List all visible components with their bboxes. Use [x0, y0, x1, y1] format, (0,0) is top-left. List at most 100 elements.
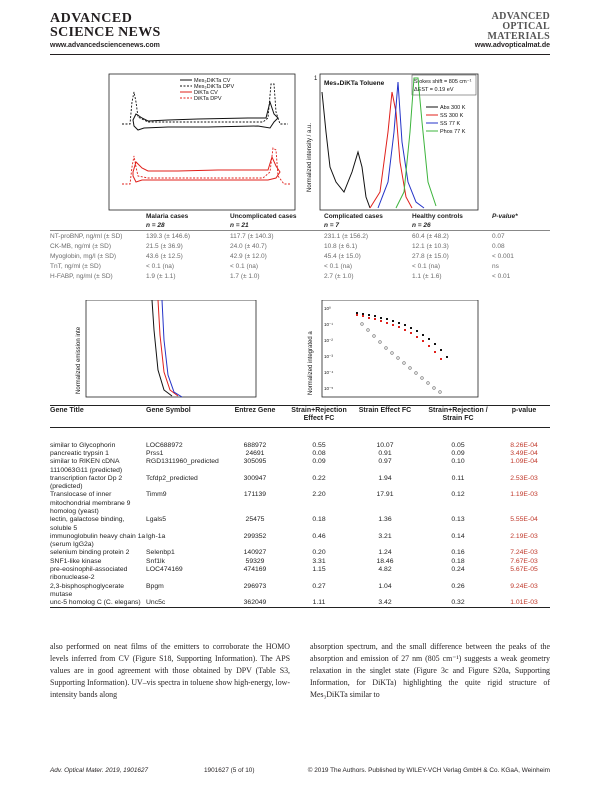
- stokes-shift-annotation: Stokes shift = 805 cm⁻¹: [414, 79, 472, 85]
- table2-header-pvalue: p-value: [498, 405, 550, 428]
- table2-cell: 5.55E-04: [510, 516, 538, 524]
- table1-cell: 2.7 (± 1.0): [324, 273, 354, 281]
- table2-cell: 3.49E-04: [510, 450, 538, 458]
- table1-cell: < 0.1 (na): [146, 263, 175, 271]
- table-row: CK-MB, ng/ml (± SD) 21.5 (± 36.9) 24.0 (…: [50, 241, 550, 251]
- table2-cell: 0.14: [451, 532, 465, 540]
- advanced-science-news-logo: ADVANCED SCIENCE NEWS: [50, 12, 161, 40]
- table2-cell: Timm9: [146, 491, 167, 499]
- table-row: TnT, ng/ml (± SD) < 0.1 (na) < 0.1 (na) …: [50, 262, 550, 272]
- table2-cell: 0.16: [451, 549, 465, 557]
- table-row: immunoglobulin heavy chain 1a (serum IgG…: [50, 533, 550, 550]
- emission-y-axis-label: Normalized emission inte: [76, 326, 82, 394]
- table2-cell: unc-5 homolog C (C. elegans): [50, 599, 146, 609]
- table1-header-healthy: Healthy controls: [412, 213, 463, 220]
- table2-cell: Bpgm: [146, 582, 164, 590]
- table2-cell: Tcfdp2_predicted: [146, 474, 198, 482]
- table2-header-row: Gene Title Gene Symbol Entrez Gene Strai…: [50, 405, 550, 428]
- table2-cell: 0.24: [451, 566, 465, 573]
- decay-ytick-0: 10⁰: [324, 306, 331, 311]
- table2-cell: 1.09E-04: [510, 458, 538, 466]
- table2-cell: similar to Glycophorin: [50, 426, 146, 451]
- table2-header-gene-title: Gene Title: [50, 405, 146, 428]
- emission-figure: Normalized emission inte: [60, 299, 260, 398]
- table2-cell: Lgals5: [146, 516, 167, 524]
- table2-cell: pancreatic trypsin 1: [50, 450, 109, 458]
- ss-300k-curve: [369, 91, 413, 209]
- table2-cell: 0.08: [312, 450, 326, 458]
- table-row: Myoglobin, mg/l (± SD) 43.6 (± 12.5) 42.…: [50, 251, 550, 261]
- table2-cell: 0.22: [312, 474, 326, 482]
- table2-cell: 10.07: [352, 426, 418, 451]
- table2-cell: 59329: [245, 557, 265, 565]
- decay-ytick-3: 10⁻³: [324, 354, 333, 359]
- table2-cell: 1.04: [378, 582, 392, 590]
- table-row: pre-eosinophil-associated ribonuclease-2…: [50, 566, 550, 583]
- table2-cell: LOC474169: [146, 566, 183, 573]
- table2-cell: 305095: [243, 458, 267, 466]
- decay-ytick-1: 10⁻¹: [324, 322, 333, 327]
- table1-cell: 1.1 (± 1.6): [412, 273, 442, 281]
- table2-cell: RGD1311960_predicted: [146, 458, 219, 466]
- cardiac-markers-table: Malaria cases Uncomplicated cases Compli…: [50, 212, 550, 282]
- table1-cell: 0.08: [492, 242, 505, 250]
- table2-cell: 299352: [243, 532, 267, 540]
- table2-cell: 7.67E-03: [510, 557, 538, 565]
- table-row: 2,3-bisphosphoglycerate mutase Bpgm 2969…: [50, 583, 550, 600]
- table2-header-ratio: Strain+Rejection / Strain FC: [418, 405, 498, 428]
- emission-curve-blue: [161, 299, 183, 398]
- legend-ss-77k: SS 77 K: [440, 121, 461, 127]
- table2-cell: 474169: [243, 566, 267, 573]
- table2-cell: 0.11: [451, 474, 465, 482]
- legend-dikta-cv: DiKTa CV: [194, 90, 218, 96]
- table1-cell: 1.7 (± 1.0): [230, 273, 260, 281]
- body-text-left-column: also performed on neat films of the emit…: [50, 642, 290, 700]
- decay-ytick-4: 10⁻⁴: [324, 370, 333, 375]
- table2-cell: 0.05: [418, 426, 498, 451]
- table1-cell: 139.3 (± 146.6): [146, 232, 191, 240]
- table2-cell: selenium binding protein 2: [50, 549, 130, 557]
- logo-line-2: SCIENCE NEWS: [50, 25, 161, 40]
- table2-header-strain-effect: Strain Effect FC: [352, 405, 418, 428]
- left-header-url[interactable]: www.advancedsciencenews.com: [50, 42, 160, 49]
- table2-cell: immunoglobulin heavy chain 1a (serum IgG…: [50, 532, 146, 549]
- table2-cell: 0.91: [378, 450, 392, 458]
- table2-cell: 0.09: [451, 450, 465, 458]
- header-rule: [50, 54, 550, 55]
- table2-cell: 1.01E-03: [498, 599, 550, 609]
- table1-cell: 42.9 (± 12.0): [230, 252, 267, 260]
- table2-cell: 300947: [243, 474, 267, 482]
- footer-journal-citation: Adv. Optical Mater. 2019, 1901627: [50, 767, 149, 774]
- table-row: lectin, galactose binding, soluble 5 Lga…: [50, 516, 550, 533]
- table2-cell: Unc5c: [146, 599, 224, 609]
- right-header-url[interactable]: www.advopticalmat.de: [474, 42, 550, 49]
- table2-cell: 24691: [245, 450, 265, 458]
- table2-cell: transcription factor Dp 2 (predicted): [50, 474, 123, 491]
- table2-header-strain-rejection: Strain+Rejection Effect FC: [286, 405, 352, 428]
- table2-cell: Snf1lk: [146, 557, 165, 565]
- table2-cell: 1.19E-03: [510, 491, 538, 499]
- table1-count-empty: [50, 221, 146, 231]
- emission-curve-black: [151, 299, 173, 397]
- table2-header-entrez: Entrez Gene: [224, 405, 286, 428]
- table1-cell: 117.7 (± 140.3): [230, 232, 274, 240]
- journal-logo-line-1: ADVANCED: [491, 11, 550, 22]
- table-row: H-FABP, ng/ml (± SD) 1.9 (± 1.1) 1.7 (± …: [50, 272, 550, 282]
- legend-mes3dikta-cv: Mes₃DiKTa CV: [194, 78, 231, 84]
- table1-cell: 45.4 (± 15.0): [324, 252, 361, 260]
- table2-cell: 5.67E-05: [510, 566, 538, 573]
- table1-cell: Myoglobin, mg/l (± SD): [50, 252, 117, 260]
- table2-cell: 18.46: [376, 557, 394, 565]
- decay-black-series: [356, 312, 448, 358]
- table2-cell: Translocase of inner mitochondrial membr…: [50, 491, 131, 516]
- legend-abs-300k: Abs 300 K: [440, 105, 466, 111]
- spectra-ytick-top: 1: [314, 76, 318, 82]
- table1-cell: 231.1 (± 156.2): [324, 232, 369, 240]
- table2-cell: 0.32: [418, 599, 498, 609]
- legend-mes3dikta-dpv: Mes₃DiKTa DPV: [194, 84, 234, 90]
- table-row: Translocase of inner mitochondrial membr…: [50, 491, 550, 516]
- table1-cell: CK-MB, ng/ml (± SD): [50, 242, 111, 250]
- table1-header-complicated: Complicated cases: [324, 213, 383, 220]
- table1-header-empty: [50, 212, 146, 221]
- cv-dpv-figure: Mes₃DiKTa CV Mes₃DiKTa DPV DiKTa CV DiKT…: [108, 72, 298, 212]
